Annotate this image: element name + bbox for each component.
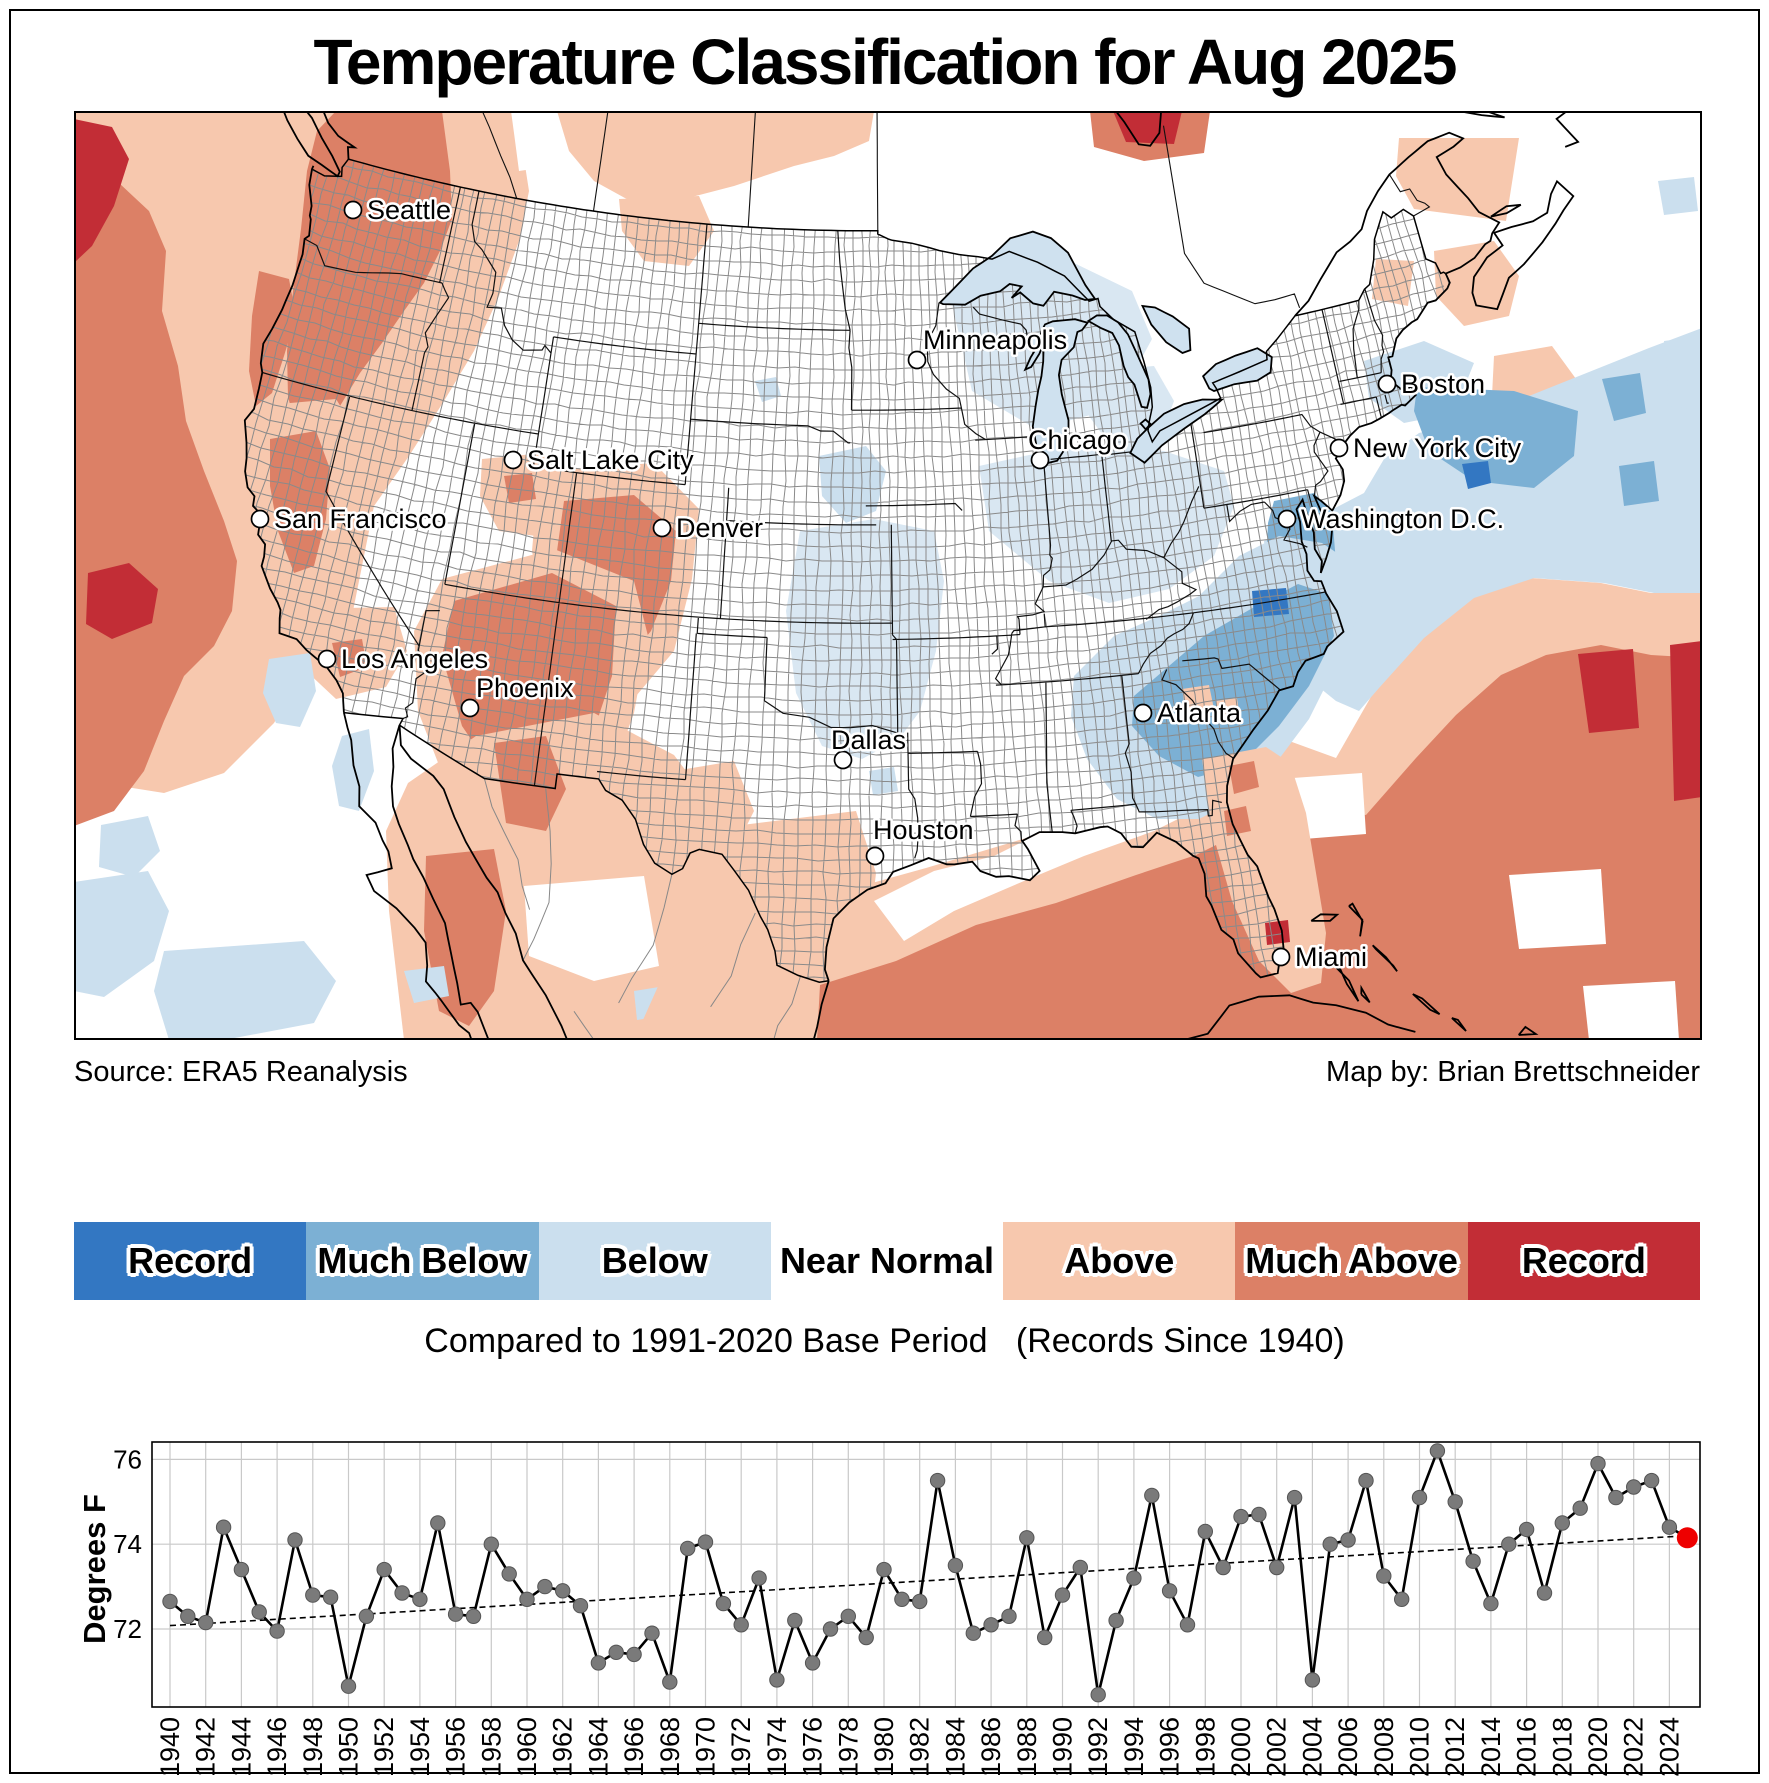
svg-text:2018: 2018 — [1547, 1717, 1577, 1777]
svg-text:74: 74 — [113, 1529, 142, 1559]
svg-text:2014: 2014 — [1476, 1717, 1506, 1777]
svg-text:Degrees F: Degrees F — [77, 1494, 112, 1644]
svg-text:1944: 1944 — [226, 1717, 256, 1777]
svg-text:1972: 1972 — [726, 1717, 756, 1777]
svg-text:1970: 1970 — [691, 1717, 721, 1777]
svg-text:1976: 1976 — [798, 1717, 828, 1777]
svg-text:2020: 2020 — [1583, 1717, 1613, 1777]
svg-text:Phoenix: Phoenix — [476, 673, 574, 703]
svg-text:Denver: Denver — [676, 513, 763, 543]
svg-text:1964: 1964 — [583, 1717, 613, 1777]
svg-text:2022: 2022 — [1619, 1717, 1649, 1777]
svg-text:New York City: New York City — [1353, 433, 1522, 463]
svg-text:1978: 1978 — [833, 1717, 863, 1777]
svg-text:2004: 2004 — [1297, 1717, 1327, 1777]
svg-text:1954: 1954 — [405, 1717, 435, 1777]
svg-text:Seattle: Seattle — [367, 195, 451, 225]
svg-text:2000: 2000 — [1226, 1717, 1256, 1777]
svg-text:1990: 1990 — [1048, 1717, 1078, 1777]
svg-text:1982: 1982 — [905, 1717, 935, 1777]
svg-text:San Francisco: San Francisco — [274, 504, 447, 534]
svg-text:1940: 1940 — [155, 1717, 185, 1777]
svg-text:1988: 1988 — [1012, 1717, 1042, 1777]
svg-text:Minneapolis: Minneapolis — [923, 325, 1067, 355]
svg-text:1958: 1958 — [476, 1717, 506, 1777]
svg-text:76: 76 — [113, 1444, 142, 1474]
svg-text:1960: 1960 — [512, 1717, 542, 1777]
svg-text:1950: 1950 — [334, 1717, 364, 1777]
svg-text:1994: 1994 — [1119, 1717, 1149, 1777]
svg-text:Atlanta: Atlanta — [1157, 698, 1242, 728]
svg-text:Salt Lake City: Salt Lake City — [527, 445, 694, 475]
svg-text:1966: 1966 — [619, 1717, 649, 1777]
svg-text:Boston: Boston — [1401, 369, 1485, 399]
svg-text:Washington D.C.: Washington D.C. — [1301, 504, 1504, 534]
svg-text:1968: 1968 — [655, 1717, 685, 1777]
svg-text:Chicago: Chicago — [1028, 425, 1127, 455]
svg-text:Dallas: Dallas — [831, 725, 906, 755]
svg-text:Miami: Miami — [1295, 942, 1367, 972]
svg-text:1952: 1952 — [369, 1717, 399, 1777]
svg-text:1984: 1984 — [940, 1717, 970, 1777]
svg-text:1962: 1962 — [548, 1717, 578, 1777]
svg-text:Los Angeles: Los Angeles — [341, 644, 488, 674]
svg-text:2024: 2024 — [1654, 1717, 1684, 1777]
svg-text:2012: 2012 — [1440, 1717, 1470, 1777]
svg-text:1996: 1996 — [1155, 1717, 1185, 1777]
svg-text:1998: 1998 — [1190, 1717, 1220, 1777]
svg-text:2006: 2006 — [1333, 1717, 1363, 1777]
svg-text:1946: 1946 — [262, 1717, 292, 1777]
svg-text:1948: 1948 — [298, 1717, 328, 1777]
svg-text:1986: 1986 — [976, 1717, 1006, 1777]
svg-text:1980: 1980 — [869, 1717, 899, 1777]
svg-text:2016: 2016 — [1512, 1717, 1542, 1777]
svg-text:1974: 1974 — [762, 1717, 792, 1777]
svg-text:2010: 2010 — [1405, 1717, 1435, 1777]
svg-text:2008: 2008 — [1369, 1717, 1399, 1777]
svg-text:2002: 2002 — [1262, 1717, 1292, 1777]
svg-text:1942: 1942 — [191, 1717, 221, 1777]
svg-text:1956: 1956 — [441, 1717, 471, 1777]
svg-text:72: 72 — [113, 1614, 142, 1644]
svg-text:1992: 1992 — [1083, 1717, 1113, 1777]
svg-text:Houston: Houston — [873, 815, 974, 845]
